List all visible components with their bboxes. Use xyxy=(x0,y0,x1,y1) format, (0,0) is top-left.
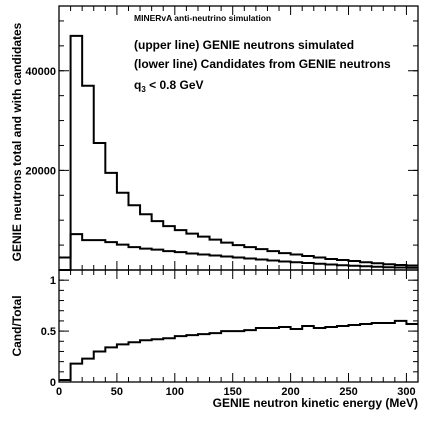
upper-y-tick-label: 40000 xyxy=(25,66,56,78)
annotation-upper-line: (upper line) GENIE neutrons simulated xyxy=(134,38,354,52)
lower-y-tick-label: 1 xyxy=(50,275,56,287)
x-axis-label: GENIE neutron kinetic energy (MeV) xyxy=(213,396,418,410)
x-tick-label: 100 xyxy=(166,386,184,398)
annotation-lower-line: (lower line) Candidates from GENIE neutr… xyxy=(134,57,391,71)
x-tick-label: 150 xyxy=(224,386,242,398)
annotation-title: MINERvA anti-neutrino simulation xyxy=(134,13,271,23)
x-tick-label: 300 xyxy=(397,386,415,398)
lower-series-group xyxy=(59,319,418,381)
upper-series-group xyxy=(59,34,418,271)
annotation-q3-cut: q3 < 0.8 GeV xyxy=(134,78,204,94)
x-tick-label: 250 xyxy=(339,386,357,398)
upper-series-0-histogram xyxy=(59,34,418,267)
lower-series-0-histogram xyxy=(59,319,418,381)
lower-y-tick-label: 0.5 xyxy=(41,326,56,338)
lower-panel: 0 50 100 150 200 250 300 0 0.5 1 Cand/Total GENIE… xyxy=(10,269,419,410)
x-tick-label: 200 xyxy=(281,386,299,398)
lower-tick-group: 0 50 100 150 200 250 300 0 0.5 1 xyxy=(41,269,419,398)
lower-plot-frame xyxy=(58,269,419,383)
x-tick-label: 50 xyxy=(111,386,123,398)
upper-y-tick-label: 20000 xyxy=(25,165,56,177)
upper-y-axis-label: GENIE neutrons total and with candidates xyxy=(10,22,24,261)
lower-y-axis-label: Cand/Total xyxy=(10,295,24,356)
upper-panel: 20000 40000 GENIE neutrons total and with… xyxy=(10,5,419,271)
upper-series-1-histogram xyxy=(59,233,418,271)
x-tick-label: 0 xyxy=(56,386,62,398)
lower-y-tick-label: 0 xyxy=(50,377,56,389)
